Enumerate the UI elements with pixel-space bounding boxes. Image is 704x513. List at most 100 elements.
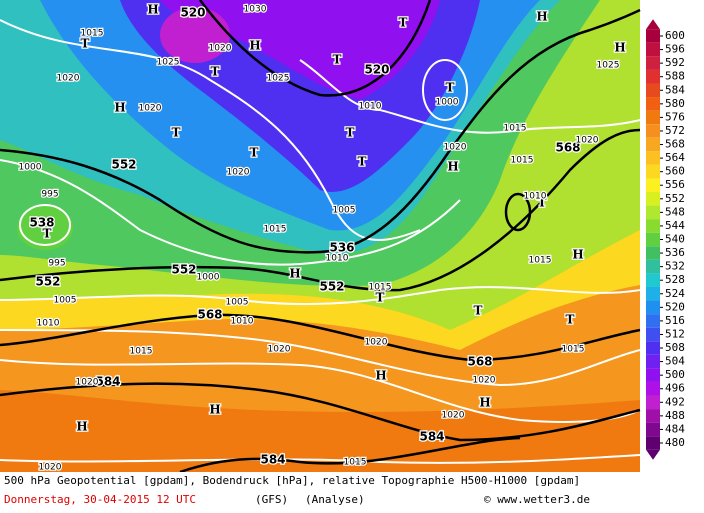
contour-label: 1010 <box>359 102 382 112</box>
isobar <box>0 359 641 423</box>
pressure-center: T <box>43 227 52 241</box>
geopotential-line <box>0 8 641 254</box>
legend-tick-label: 548 <box>665 205 685 218</box>
contour-label: 536 <box>329 241 354 255</box>
legend-tick-label: 512 <box>665 327 685 340</box>
contour-label: 1000 <box>197 273 220 283</box>
isobar <box>0 19 421 241</box>
isobar <box>422 59 468 121</box>
legend-tick-label: 572 <box>665 124 685 137</box>
legend-swatch <box>646 164 660 179</box>
pressure-center: H <box>572 248 583 262</box>
contour-label: 1020 <box>576 136 599 146</box>
legend-tick-label: 544 <box>665 219 685 232</box>
legend-tick-label: 592 <box>665 56 685 69</box>
contour-label: 1020 <box>209 44 232 54</box>
pressure-center: T <box>446 81 455 95</box>
credit: © www.wetter3.de <box>484 493 590 506</box>
color-legend: 6005965925885845805765725685645605565525… <box>646 19 685 460</box>
isobar <box>0 286 641 306</box>
contour-label: 1005 <box>333 206 356 216</box>
pressure-center: H <box>114 101 125 115</box>
legend-swatch <box>646 300 660 315</box>
purple-region <box>160 0 440 100</box>
isobar <box>0 329 641 387</box>
legend-swatch <box>646 246 660 260</box>
legend-swatch <box>646 422 660 437</box>
legend-tick-label: 536 <box>665 246 685 259</box>
legend-swatch <box>646 341 660 355</box>
contour-label: 1010 <box>37 319 60 329</box>
legend-swatch <box>646 381 660 396</box>
contour-label: 1020 <box>39 463 62 473</box>
contour-label: 538 <box>29 216 54 230</box>
pressure-center: H <box>289 267 300 281</box>
contour-label: 1015 <box>369 283 392 293</box>
contour-label: 1015 <box>264 225 287 235</box>
contour-label: 584 <box>419 430 444 444</box>
contour-label: 584 <box>260 453 285 467</box>
legend-swatch <box>646 83 660 98</box>
low-core <box>160 7 230 63</box>
legend-swatch <box>646 368 660 382</box>
legend-tick-label: 524 <box>665 287 685 300</box>
date: Donnerstag, 30-04-2015 12 UTC <box>4 493 196 506</box>
pressure-center: T <box>333 53 342 67</box>
legend-tick-label: 504 <box>665 355 685 368</box>
pressure-center: H <box>209 403 220 417</box>
legend-tick-label: 496 <box>665 382 685 395</box>
legend-tick-label: 564 <box>665 151 685 164</box>
legend-swatch <box>646 354 660 369</box>
map-labels: 520 1030HH10201025TT1015H1020T1020T1025TT… <box>17 1 627 474</box>
legend-swatch <box>646 151 660 165</box>
pressure-center: H <box>249 39 260 53</box>
legend-tick-label: 568 <box>665 138 685 151</box>
pressure-center: T <box>566 313 575 327</box>
isobar <box>19 204 71 246</box>
legend-tick-label: 600 <box>665 29 685 42</box>
legend-arrow-bottom <box>646 449 660 460</box>
contour-label: 1020 <box>139 104 162 114</box>
legend-tick-label: 588 <box>665 70 685 83</box>
pressure-center: H <box>147 3 158 17</box>
pressure-center: T <box>211 65 220 79</box>
geopotential-line <box>179 436 521 474</box>
footer-background <box>0 472 640 513</box>
contour-label: 1030 <box>244 5 267 15</box>
contour-label: 1010 <box>231 317 254 327</box>
pressure-center: H <box>375 369 386 383</box>
contour-label: 1020 <box>473 376 496 386</box>
contour-label: 584 <box>95 375 120 389</box>
contour-label: 1015 <box>81 29 104 39</box>
contour-label: 552 <box>35 275 60 289</box>
low-west <box>17 206 73 250</box>
pressure-center: H <box>479 396 490 410</box>
legend-tick-label: 500 <box>665 368 685 381</box>
legend-tick-label: 556 <box>665 178 685 191</box>
isobar <box>0 159 461 266</box>
legend-swatch <box>646 314 660 328</box>
pressure-center: H <box>614 41 625 55</box>
caption: 500 hPa Geopotential [gpdam], Bodendruck… <box>4 474 580 487</box>
legend-swatch <box>646 395 660 410</box>
legend-swatch <box>646 29 660 43</box>
contour-label: 1005 <box>226 298 249 308</box>
legend-tick-label: 516 <box>665 314 685 327</box>
contour-label: 1025 <box>157 58 180 68</box>
contour-label: 1020 <box>227 168 250 178</box>
legend-swatch <box>646 205 660 220</box>
map: 520 1030HH10201025TT1015H1020T1020T1025TT… <box>0 0 641 474</box>
geopotential-line <box>199 0 432 97</box>
legend-tick-label: 488 <box>665 409 685 422</box>
legend-swatch <box>646 259 660 274</box>
geopotential-line <box>504 192 532 232</box>
legend-tick-label: 552 <box>665 192 685 205</box>
contour-label: 1015 <box>130 347 153 357</box>
pressure-center: H <box>447 160 458 174</box>
legend-swatch <box>646 232 660 247</box>
legend-swatch <box>646 56 660 70</box>
contour-label: 995 <box>41 190 58 200</box>
legend-tick-label: 480 <box>665 436 685 449</box>
legend-tick-label: 576 <box>665 110 685 123</box>
